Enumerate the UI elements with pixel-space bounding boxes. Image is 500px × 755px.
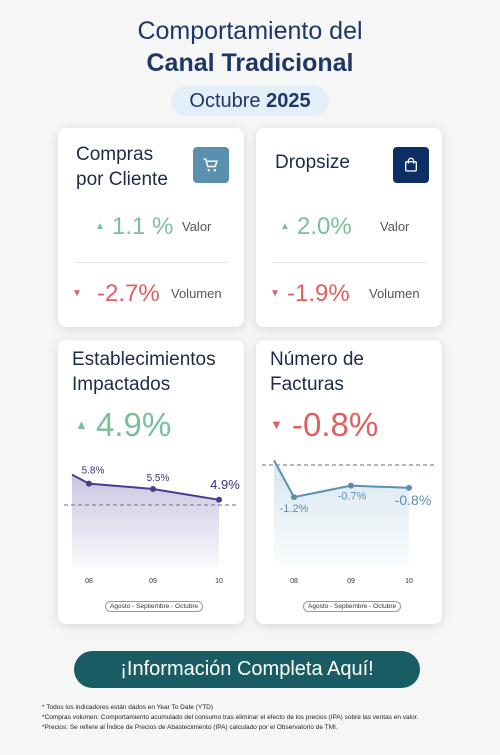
data-label: 5.8% <box>82 466 105 477</box>
x-tick-label: 09 <box>149 578 157 585</box>
data-point <box>86 480 92 487</box>
chart-legend: Agosto - Septiembre - Octubre <box>105 601 204 612</box>
label-volumen: Volumen <box>369 286 420 301</box>
footnote: * Todos los indicadores están dados en Y… <box>42 704 214 711</box>
card-title-line1: Número de <box>270 349 364 370</box>
label-volumen: Volumen <box>171 286 222 301</box>
footnote: *Compras volumen: Comportamiento acumula… <box>42 714 419 721</box>
card-title-line2: Facturas <box>270 374 344 395</box>
value-valor: 1.1 % <box>112 213 174 240</box>
divider <box>74 262 228 263</box>
x-tick-label: 08 <box>290 578 298 585</box>
value-volumen: -2.7% <box>97 280 160 307</box>
data-label: 5.5% <box>147 473 170 484</box>
card-compras-por-cliente: Compras por Cliente ▲ 1.1 % Valor ▼ -2.7… <box>58 128 244 327</box>
card-title-line2: Impactados <box>72 374 171 395</box>
label-valor: Valor <box>380 219 410 234</box>
data-point <box>216 496 222 503</box>
series-line <box>71 473 220 501</box>
card-title-line1: Establecimientos <box>72 349 216 370</box>
row-valor: ▲ 1.1 % Valor <box>58 209 244 245</box>
series-line <box>273 459 410 499</box>
footnotes: * Todos los indicadores están dados en Y… <box>42 703 418 733</box>
row-volumen: ▼ -2.7% Volumen <box>58 276 244 312</box>
chart-legend: Agosto - Septiembre - Octubre <box>303 601 402 612</box>
data-point <box>150 486 156 492</box>
up-arrow-icon: ▲ <box>95 221 105 232</box>
page-header: Comportamiento del Canal Tradicional Oct… <box>0 14 500 116</box>
value-volumen: -1.9% <box>287 280 350 307</box>
card-dropsize: Dropsize ▲ 2.0% Valor ▼ -1.9% Volumen <box>256 128 442 327</box>
row-volumen: ▼ -1.9% Volumen <box>256 276 442 312</box>
card-title: Dropsize <box>275 152 350 173</box>
x-tick-label: 08 <box>85 578 93 585</box>
card-title: Compras por Cliente <box>76 142 168 192</box>
card-title-line2: por Cliente <box>76 169 168 190</box>
label-valor: Valor <box>182 219 212 234</box>
x-tick-label: 09 <box>347 578 355 585</box>
card-establecimientos-impactados: Establecimientos Impactados ▲ 4.9% 5.8% 5… <box>58 340 244 624</box>
data-label: -0.8% <box>395 492 432 508</box>
data-label: 4.9% <box>210 477 240 492</box>
x-tick-label: 10 <box>215 578 223 585</box>
down-arrow-icon: ▼ <box>270 417 283 432</box>
data-point <box>406 484 412 491</box>
period-year: 2025 <box>266 90 311 112</box>
row-valor: ▲ 2.0% Valor <box>256 209 442 245</box>
card-title-line1: Compras <box>76 144 154 165</box>
value-valor: 2.0% <box>297 213 352 240</box>
title-line1: Comportamiento del <box>137 17 363 45</box>
data-point <box>291 494 297 501</box>
divider <box>272 262 426 263</box>
info-completa-button[interactable]: ¡Información Completa Aquí! <box>74 651 420 688</box>
card-numero-de-facturas: Número de Facturas ▼ -0.8% -1.2% -0.7% -0.… <box>256 340 442 624</box>
data-label: -0.7% <box>338 491 367 503</box>
down-arrow-icon: ▼ <box>270 288 280 299</box>
chart-facturas: -1.2% -0.7% -0.8% 08 09 10 <box>262 459 436 585</box>
shopping-cart-icon <box>193 147 229 183</box>
data-point <box>348 482 354 489</box>
down-arrow-icon: ▼ <box>72 288 82 299</box>
card-title: Establecimientos Impactados <box>72 347 216 397</box>
card-title: Número de Facturas <box>270 347 364 397</box>
title-line2: Canal Tradicional <box>146 49 354 77</box>
value-main: 4.9% <box>96 406 172 443</box>
period-badge: Octubre 2025 <box>171 86 329 116</box>
chart-area <box>72 474 219 567</box>
up-arrow-icon: ▲ <box>75 417 88 432</box>
x-tick-label: 10 <box>405 578 413 585</box>
footnote: *Precios: Se refiere al Índice de Precio… <box>42 724 338 731</box>
period-month: Octubre <box>189 90 261 112</box>
value-main: -0.8% <box>292 406 379 443</box>
shopping-bag-icon <box>393 147 429 183</box>
data-label: -1.2% <box>280 503 309 515</box>
chart-establecimientos: 5.8% 5.5% 4.9% 08 09 10 <box>64 466 240 585</box>
up-arrow-icon: ▲ <box>280 221 290 232</box>
